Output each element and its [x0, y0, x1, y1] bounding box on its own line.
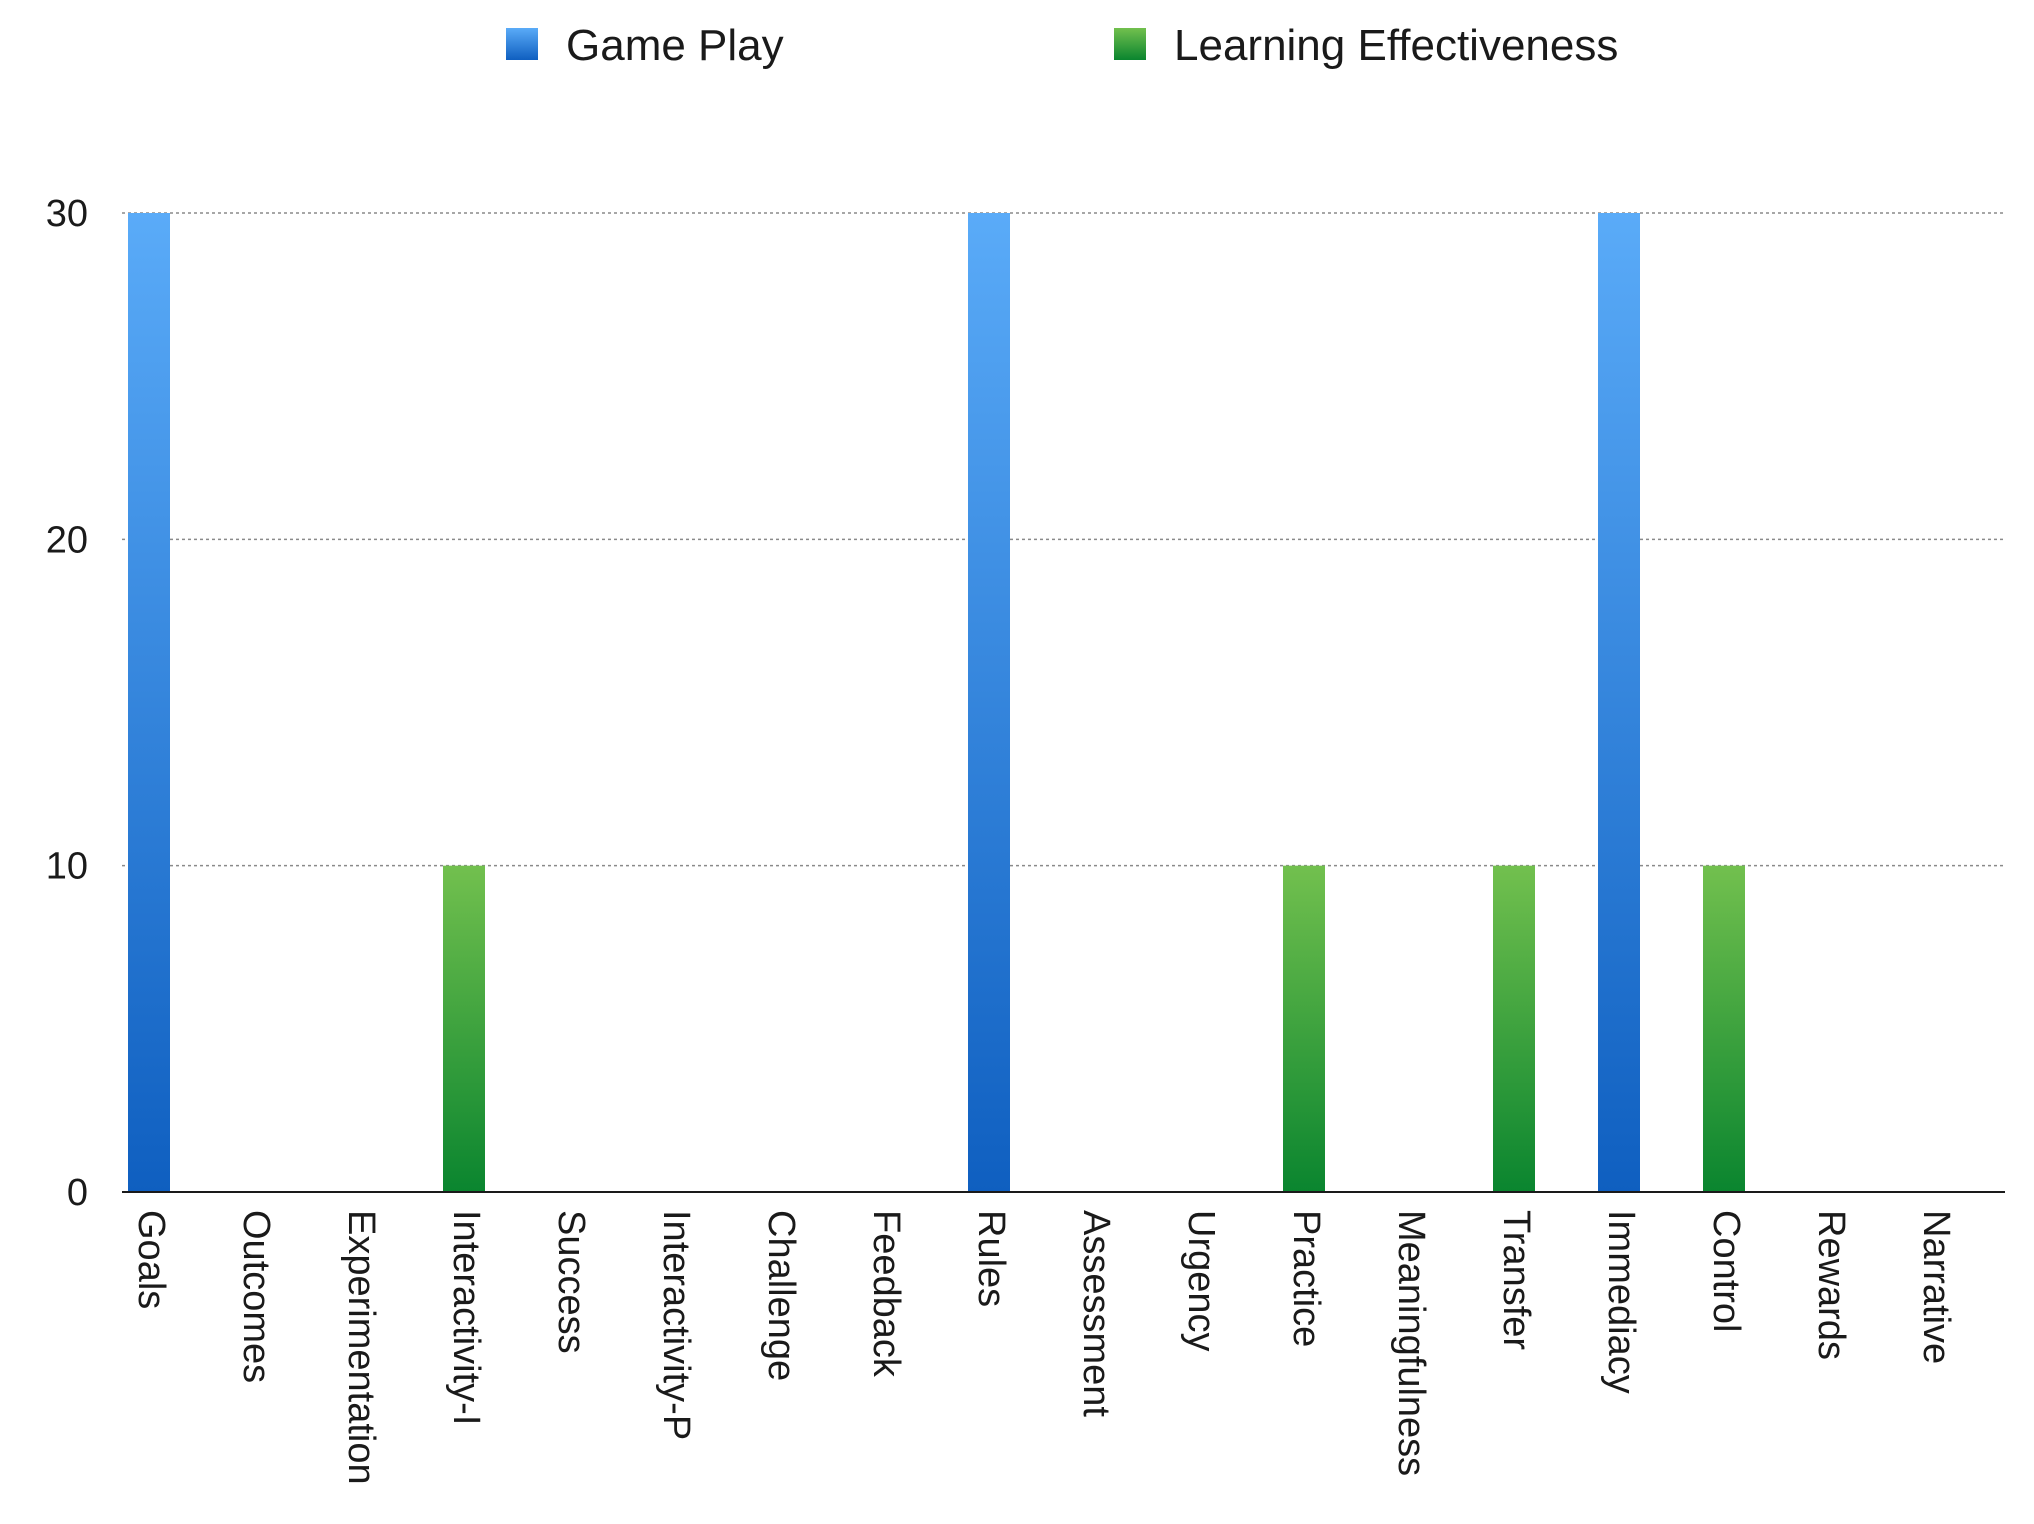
x-tick-label: Rewards: [1810, 1210, 1852, 1360]
legend: Game Play Learning Effectiveness: [506, 21, 1618, 70]
bar-learning-effectiveness-control: [1703, 865, 1745, 1192]
legend-swatch-learning-effectiveness: [1114, 28, 1146, 60]
y-tick-label: 0: [67, 1172, 88, 1214]
legend-label: Learning Effectiveness: [1174, 21, 1618, 70]
gridlines: [122, 212, 2005, 867]
y-tick-label: 10: [46, 846, 88, 888]
x-tick-label: Transfer: [1495, 1210, 1537, 1350]
legend-swatch-game-play: [506, 28, 538, 60]
x-axis: Goals Outcomes Experimentation Interactivit…: [122, 1191, 2005, 1485]
x-tick-label: Meaningfulness: [1390, 1210, 1432, 1476]
x-tick-label: Urgency: [1180, 1210, 1222, 1352]
x-tick-label: Experimentation: [340, 1210, 382, 1485]
y-tick-label: 30: [46, 193, 88, 235]
bar-learning-effectiveness-transfer: [1493, 865, 1535, 1192]
x-tick-label: Feedback: [865, 1210, 907, 1378]
x-tick-label: Immediacy: [1600, 1210, 1642, 1394]
x-tick-label: Success: [550, 1210, 592, 1354]
x-tick-label: Control: [1705, 1210, 1747, 1333]
x-tick-label: Challenge: [760, 1210, 802, 1381]
bar-learning-effectiveness-practice: [1283, 865, 1325, 1192]
x-tick-label: Rules: [970, 1210, 1012, 1307]
bar-game-play-rules: [968, 213, 1010, 1192]
bars: [128, 213, 1745, 1192]
x-tick-label: Interactivity-I: [445, 1210, 487, 1425]
x-tick-label: Outcomes: [235, 1210, 277, 1383]
x-tick-label: Practice: [1285, 1210, 1327, 1347]
y-axis: 0 10 20 30: [46, 193, 88, 1214]
bar-game-play-immediacy: [1598, 213, 1640, 1192]
bar-game-play-goals: [128, 213, 170, 1192]
y-tick-label: 20: [46, 519, 88, 561]
x-tick-label: Goals: [130, 1210, 172, 1309]
legend-label: Game Play: [566, 21, 784, 70]
x-tick-label: Narrative: [1915, 1210, 1957, 1364]
x-tick-label: Interactivity-P: [655, 1210, 697, 1440]
x-tick-label: Assessment: [1075, 1210, 1117, 1417]
bar-learning-effectiveness-interactivity-i: [443, 865, 485, 1192]
